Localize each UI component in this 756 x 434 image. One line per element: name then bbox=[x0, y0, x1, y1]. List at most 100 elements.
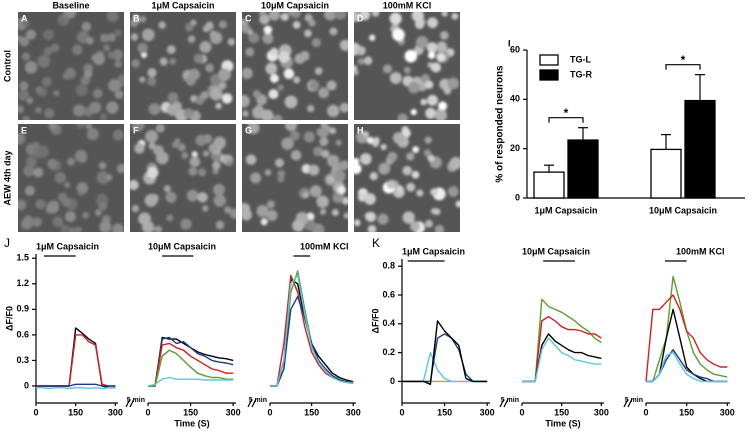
cell bbox=[245, 47, 255, 57]
cell bbox=[131, 204, 140, 213]
cell bbox=[26, 156, 37, 168]
cell bbox=[77, 189, 85, 196]
trace bbox=[645, 294, 728, 382]
cell bbox=[403, 66, 411, 74]
cell bbox=[447, 77, 460, 90]
cell bbox=[80, 75, 91, 86]
cell bbox=[261, 109, 274, 120]
cell bbox=[25, 29, 37, 40]
x-tick-label: 300 bbox=[108, 407, 123, 417]
cell bbox=[75, 226, 82, 232]
y-tick-label: 0 bbox=[515, 192, 520, 202]
cell bbox=[424, 136, 432, 144]
cell bbox=[139, 15, 147, 23]
x-axis-label: Time (S) bbox=[545, 418, 580, 428]
cell bbox=[155, 151, 169, 165]
cell bbox=[99, 220, 112, 232]
cell bbox=[455, 200, 460, 208]
cell bbox=[262, 32, 274, 45]
cell bbox=[212, 168, 219, 175]
cell bbox=[26, 97, 34, 104]
panel-label: H bbox=[357, 125, 364, 135]
cell bbox=[85, 124, 93, 130]
cell bbox=[188, 68, 201, 81]
cell bbox=[166, 214, 174, 222]
cell bbox=[83, 69, 93, 79]
cell bbox=[412, 146, 420, 154]
cell bbox=[320, 208, 327, 215]
x-tick-label: 1μM Capsaicin bbox=[534, 205, 597, 215]
cell bbox=[197, 192, 208, 203]
cell bbox=[242, 94, 250, 108]
cell bbox=[185, 23, 194, 32]
panel-label: A bbox=[21, 13, 28, 23]
cell bbox=[308, 164, 320, 176]
cell bbox=[22, 115, 31, 120]
cell bbox=[205, 63, 214, 73]
cell bbox=[114, 60, 122, 68]
column-header: Baseline bbox=[52, 0, 89, 10]
x-tick-label: 10μM Capsaicin bbox=[649, 205, 717, 215]
significance-star: * bbox=[681, 53, 686, 67]
y-tick-label: 1.2 bbox=[16, 278, 29, 288]
cell bbox=[221, 93, 233, 104]
cell bbox=[139, 76, 146, 83]
trace bbox=[36, 387, 116, 390]
cell bbox=[52, 216, 64, 228]
cell bbox=[411, 170, 420, 179]
cell bbox=[73, 104, 86, 117]
trace bbox=[522, 333, 602, 383]
cell bbox=[382, 64, 393, 74]
cell bbox=[35, 86, 44, 95]
micrograph: B bbox=[130, 12, 236, 120]
cell bbox=[320, 124, 328, 129]
cell bbox=[354, 12, 361, 22]
cell bbox=[66, 157, 76, 166]
trace bbox=[402, 333, 488, 383]
y-axis-label: ΔF/F0 bbox=[370, 309, 380, 334]
cell bbox=[416, 189, 424, 197]
cell bbox=[218, 82, 226, 90]
cell bbox=[424, 219, 433, 228]
cell bbox=[130, 33, 139, 41]
cell bbox=[397, 113, 408, 120]
cell bbox=[146, 166, 159, 179]
cell bbox=[247, 124, 260, 134]
cell bbox=[266, 200, 275, 209]
x-tick-label: 300 bbox=[226, 407, 241, 417]
y-tick-label: 0 bbox=[24, 380, 29, 390]
cell bbox=[378, 162, 391, 175]
cell bbox=[274, 158, 284, 168]
cell bbox=[304, 29, 312, 38]
cell bbox=[332, 191, 344, 204]
trace bbox=[270, 274, 354, 387]
cell bbox=[255, 104, 263, 112]
cell bbox=[61, 196, 70, 205]
cell bbox=[260, 218, 268, 226]
x-tick-label: 0 bbox=[267, 407, 272, 417]
segment-label: 1μM Capsaicin bbox=[36, 241, 99, 251]
trace bbox=[522, 315, 602, 383]
cell bbox=[166, 45, 176, 54]
y-tick-label: 20 bbox=[510, 143, 520, 153]
cell bbox=[19, 81, 29, 91]
micrograph: A bbox=[18, 12, 124, 120]
cell bbox=[89, 101, 102, 114]
cell bbox=[277, 175, 285, 183]
significance-star: * bbox=[564, 106, 569, 120]
cells bbox=[242, 124, 348, 232]
cell bbox=[318, 127, 329, 139]
cell bbox=[425, 107, 437, 119]
row-label: Control bbox=[2, 50, 12, 82]
y-tick-label: 1.5 bbox=[16, 253, 29, 263]
trace bbox=[270, 295, 354, 387]
cell bbox=[130, 179, 139, 191]
cell bbox=[226, 160, 233, 167]
cell bbox=[106, 101, 119, 114]
cell bbox=[324, 12, 337, 21]
cell bbox=[427, 94, 438, 106]
cell bbox=[430, 62, 441, 73]
x-tick-label: 300 bbox=[480, 407, 495, 417]
cell bbox=[265, 62, 278, 75]
trace bbox=[270, 274, 354, 387]
